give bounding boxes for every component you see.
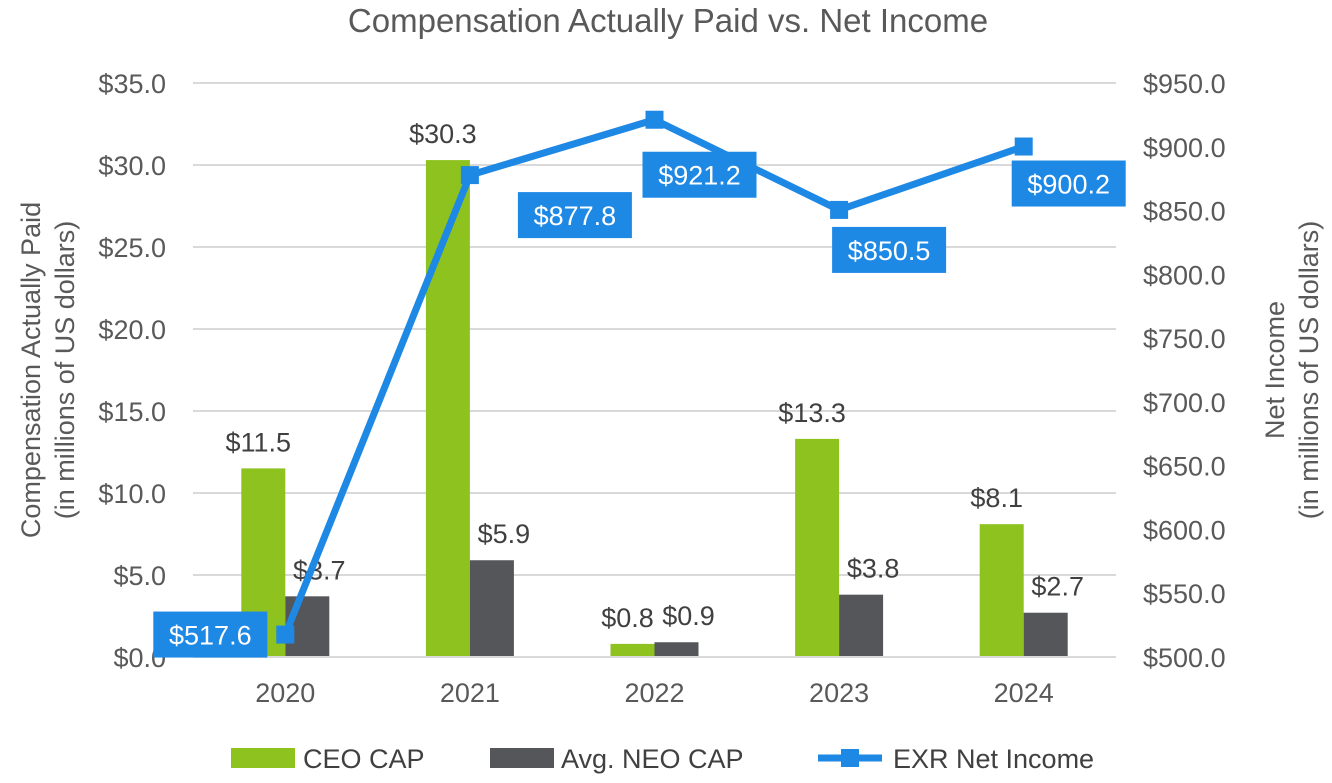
bars-layer <box>241 160 1068 657</box>
ceo-cap-bar <box>425 160 470 657</box>
legend-label: EXR Net Income <box>893 744 1094 774</box>
neo-cap-bar <box>1023 612 1068 657</box>
right-tick-label: $750.0 <box>1143 324 1226 354</box>
right-tick-label: $700.0 <box>1143 388 1226 418</box>
net-income-data-label: $850.5 <box>848 236 931 266</box>
legend: CEO CAP Avg. NEO CAP EXR Net Income <box>231 744 1094 774</box>
x-tick-label: 2022 <box>624 678 684 708</box>
neo-cap-data-label: $0.9 <box>662 601 715 631</box>
left-axis-label-line1: Compensation Actually Paid <box>16 202 46 538</box>
chart-title: Compensation Actually Paid vs. Net Incom… <box>348 2 988 39</box>
neo-cap-bar <box>469 560 514 657</box>
net-income-label-box <box>1011 160 1126 207</box>
legend-swatch-ceo-cap <box>231 748 295 768</box>
right-tick-label: $800.0 <box>1143 260 1226 290</box>
neo-cap-data-label: $5.9 <box>478 519 531 549</box>
right-tick-label: $850.0 <box>1143 197 1226 227</box>
left-tick-label: $25.0 <box>98 233 166 263</box>
ceo-cap-data-label: $13.3 <box>778 398 846 428</box>
net-income-data-label: $900.2 <box>1027 170 1110 200</box>
net-income-data-label: $877.8 <box>534 201 617 231</box>
net-income-label-box <box>517 192 632 239</box>
right-tick-label: $500.0 <box>1143 643 1226 673</box>
ceo-cap-data-label: $11.5 <box>226 427 292 457</box>
ceo-cap-bar <box>610 643 655 657</box>
line-layer: $517.6 $877.8 $921.2 $850.5 $900.2 <box>153 110 1126 658</box>
bar-labels-layer: $11.5 $30.3 $0.8 $13.3 $8.1 $3.7 $5.9 $0.9 $3.8 $… <box>226 119 1084 633</box>
right-tick-label: $900.0 <box>1143 133 1226 163</box>
x-tick-label: 2020 <box>255 678 315 708</box>
left-tick-label: $35.0 <box>98 69 166 99</box>
legend-label: Avg. NEO CAP <box>561 744 744 774</box>
legend-swatch-net-income-marker <box>841 749 859 767</box>
net-income-marker <box>830 200 849 219</box>
right-tick-label: $550.0 <box>1143 579 1226 609</box>
x-tick-label: 2023 <box>809 678 869 708</box>
ceo-cap-bar <box>795 438 840 657</box>
x-tick-label: 2021 <box>440 678 500 708</box>
net-income-marker <box>645 110 664 129</box>
left-tick-label: $30.0 <box>98 151 166 181</box>
ceo-cap-data-label: $8.1 <box>970 483 1023 513</box>
ceo-cap-bar <box>979 524 1024 657</box>
net-income-marker <box>1014 137 1033 156</box>
net-income-marker <box>460 166 479 185</box>
neo-cap-data-label: $3.7 <box>293 555 346 585</box>
net-income-marker <box>276 625 295 644</box>
x-axis-ticks: 2020 2021 2022 2023 2024 <box>255 678 1053 708</box>
neo-cap-data-label: $2.7 <box>1031 572 1084 602</box>
left-axis-label-line2: (in millions of US dollars) <box>50 221 80 520</box>
left-tick-label: $15.0 <box>98 397 166 427</box>
neo-cap-data-label: $3.8 <box>847 554 900 584</box>
neo-cap-bar <box>839 594 884 657</box>
right-axis-label-line2: (in millions of US dollars) <box>1294 221 1324 520</box>
right-tick-label: $950.0 <box>1143 69 1226 99</box>
right-axis-label-line1: Net Income <box>1260 301 1290 439</box>
left-axis-ticks: $0.0$5.0$10.0$15.0$20.0$25.0$30.0$35.0 <box>98 69 166 673</box>
x-tick-label: 2024 <box>994 678 1054 708</box>
ceo-cap-data-label: $0.8 <box>601 603 654 633</box>
net-income-data-label: $921.2 <box>658 161 741 191</box>
ceo-cap-data-label: $30.3 <box>409 119 477 149</box>
net-income-label-box <box>832 226 947 273</box>
left-tick-label: $10.0 <box>98 479 166 509</box>
right-tick-label: $600.0 <box>1143 515 1226 545</box>
legend-swatch-neo-cap <box>490 748 554 768</box>
left-tick-label: $20.0 <box>98 315 166 345</box>
right-axis-ticks: $500.0 $550.0 $600.0 $650.0 $700.0 $750.0 $800… <box>1143 69 1226 673</box>
net-income-label-box <box>153 611 268 658</box>
right-tick-label: $650.0 <box>1143 452 1226 482</box>
net-income-data-label: $517.6 <box>169 621 252 651</box>
neo-cap-bar <box>654 642 699 657</box>
left-tick-label: $5.0 <box>113 561 166 591</box>
legend-label: CEO CAP <box>303 744 425 774</box>
net-income-label-box <box>642 151 757 198</box>
